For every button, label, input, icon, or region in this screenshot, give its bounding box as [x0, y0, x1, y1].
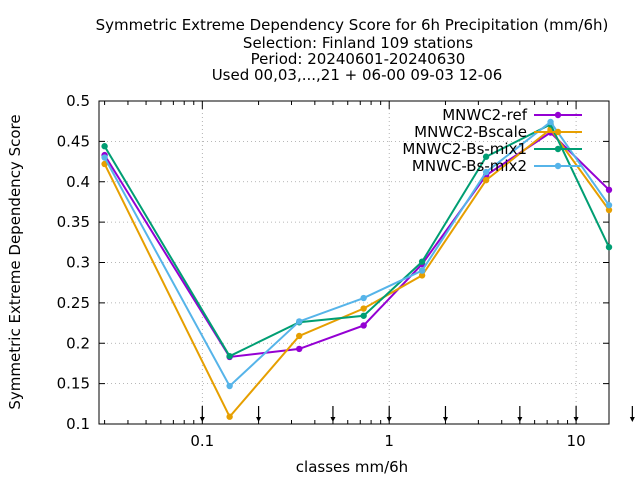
- data-point: [418, 267, 426, 274]
- data-point: [418, 272, 426, 279]
- data-point: [360, 305, 367, 312]
- title-line-1: Symmetric Extreme Dependency Score for 6…: [96, 16, 609, 34]
- series-MNWC2-ref: [101, 129, 613, 361]
- data-point: [101, 154, 108, 161]
- y-tick-label: 0.4: [66, 173, 90, 191]
- class-markers: [199, 406, 635, 422]
- legend-label: MNWC2-ref: [442, 106, 527, 124]
- legend-entry: MNWC-Bs-mix2: [412, 157, 582, 175]
- class-boundary-arrow: [573, 406, 579, 422]
- title-line-2: Selection: Finland 109 stations: [243, 34, 473, 52]
- title-line-3: Period: 20240601-20240630: [251, 50, 466, 68]
- series-lines: [101, 118, 613, 420]
- data-point: [296, 318, 303, 325]
- legend-entry: MNWC2-ref: [442, 106, 582, 124]
- series-line: [103, 131, 610, 359]
- legend-marker: [554, 162, 562, 170]
- x-axis-label: classes mm/6h: [296, 458, 408, 476]
- y-tick-label: 0.1: [66, 415, 90, 433]
- y-tick-label: 0.25: [57, 294, 90, 312]
- series-line: [103, 120, 610, 388]
- x-tick-label: 10: [567, 432, 586, 450]
- data-point: [226, 413, 233, 420]
- legend-label: MNWC2-Bs-mix1: [402, 140, 527, 158]
- y-tick-label: 0.15: [57, 375, 90, 393]
- class-boundary-arrow: [330, 406, 336, 422]
- data-point: [296, 345, 303, 353]
- y-tick-label: 0.3: [66, 254, 90, 272]
- legend-marker: [554, 145, 562, 153]
- data-point: [296, 332, 303, 340]
- series-line: [103, 123, 610, 358]
- class-boundary-arrow: [442, 406, 448, 422]
- data-point: [360, 322, 367, 329]
- x-tick-label: 0.1: [190, 432, 214, 450]
- class-boundary-arrow: [256, 406, 262, 422]
- legend-marker: [554, 128, 562, 136]
- data-point: [101, 143, 108, 150]
- data-point: [226, 352, 233, 360]
- data-point: [360, 294, 367, 302]
- class-boundary-arrow: [629, 406, 635, 422]
- data-point: [547, 118, 554, 126]
- data-point: [418, 258, 426, 265]
- data-point: [360, 312, 367, 319]
- legend-entry: MNWC2-Bscale: [414, 123, 582, 141]
- data-point: [605, 186, 613, 194]
- legend-marker: [554, 111, 562, 119]
- chart-title: Symmetric Extreme Dependency Score for 6…: [96, 16, 609, 84]
- x-tick-label: 1: [384, 432, 394, 450]
- data-point: [482, 176, 490, 184]
- series-MNWC2-Bs-mix1: [101, 121, 613, 360]
- data-point: [226, 382, 233, 390]
- series-MNWC-Bs-mix2: [101, 118, 613, 390]
- class-boundary-arrow: [517, 406, 523, 422]
- data-point: [605, 243, 613, 251]
- class-boundary-arrow: [199, 406, 205, 422]
- series-MNWC2-Bscale: [101, 126, 613, 420]
- y-tick-label: 0.5: [66, 92, 90, 110]
- legend-label: MNWC-Bs-mix2: [412, 157, 527, 175]
- y-tick-label: 0.35: [57, 213, 90, 231]
- data-point: [482, 153, 490, 160]
- series-line: [103, 127, 610, 419]
- title-line-4: Used 00,03,...,21 + 06-00 09-03 12-06: [212, 66, 503, 84]
- data-point: [605, 206, 613, 214]
- y-tick-label: 0.2: [66, 334, 90, 352]
- legend-entry: MNWC2-Bs-mix1: [402, 140, 582, 158]
- grid: [99, 101, 609, 424]
- axis-ticks: 0.1 0.15 0.2 0.25 0.3 0.35 0.4 0.45 0.5 0.1 1 10: [57, 92, 609, 450]
- y-axis-label: Symmetric Extreme Dependency Score: [6, 114, 24, 409]
- legend: MNWC2-refMNWC2-BscaleMNWC2-Bs-mix1MNWC-B…: [402, 106, 582, 175]
- legend-label: MNWC2-Bscale: [414, 123, 527, 141]
- y-tick-label: 0.45: [57, 132, 90, 150]
- data-point: [605, 201, 613, 209]
- class-boundary-arrow: [386, 406, 392, 422]
- data-point: [482, 168, 490, 176]
